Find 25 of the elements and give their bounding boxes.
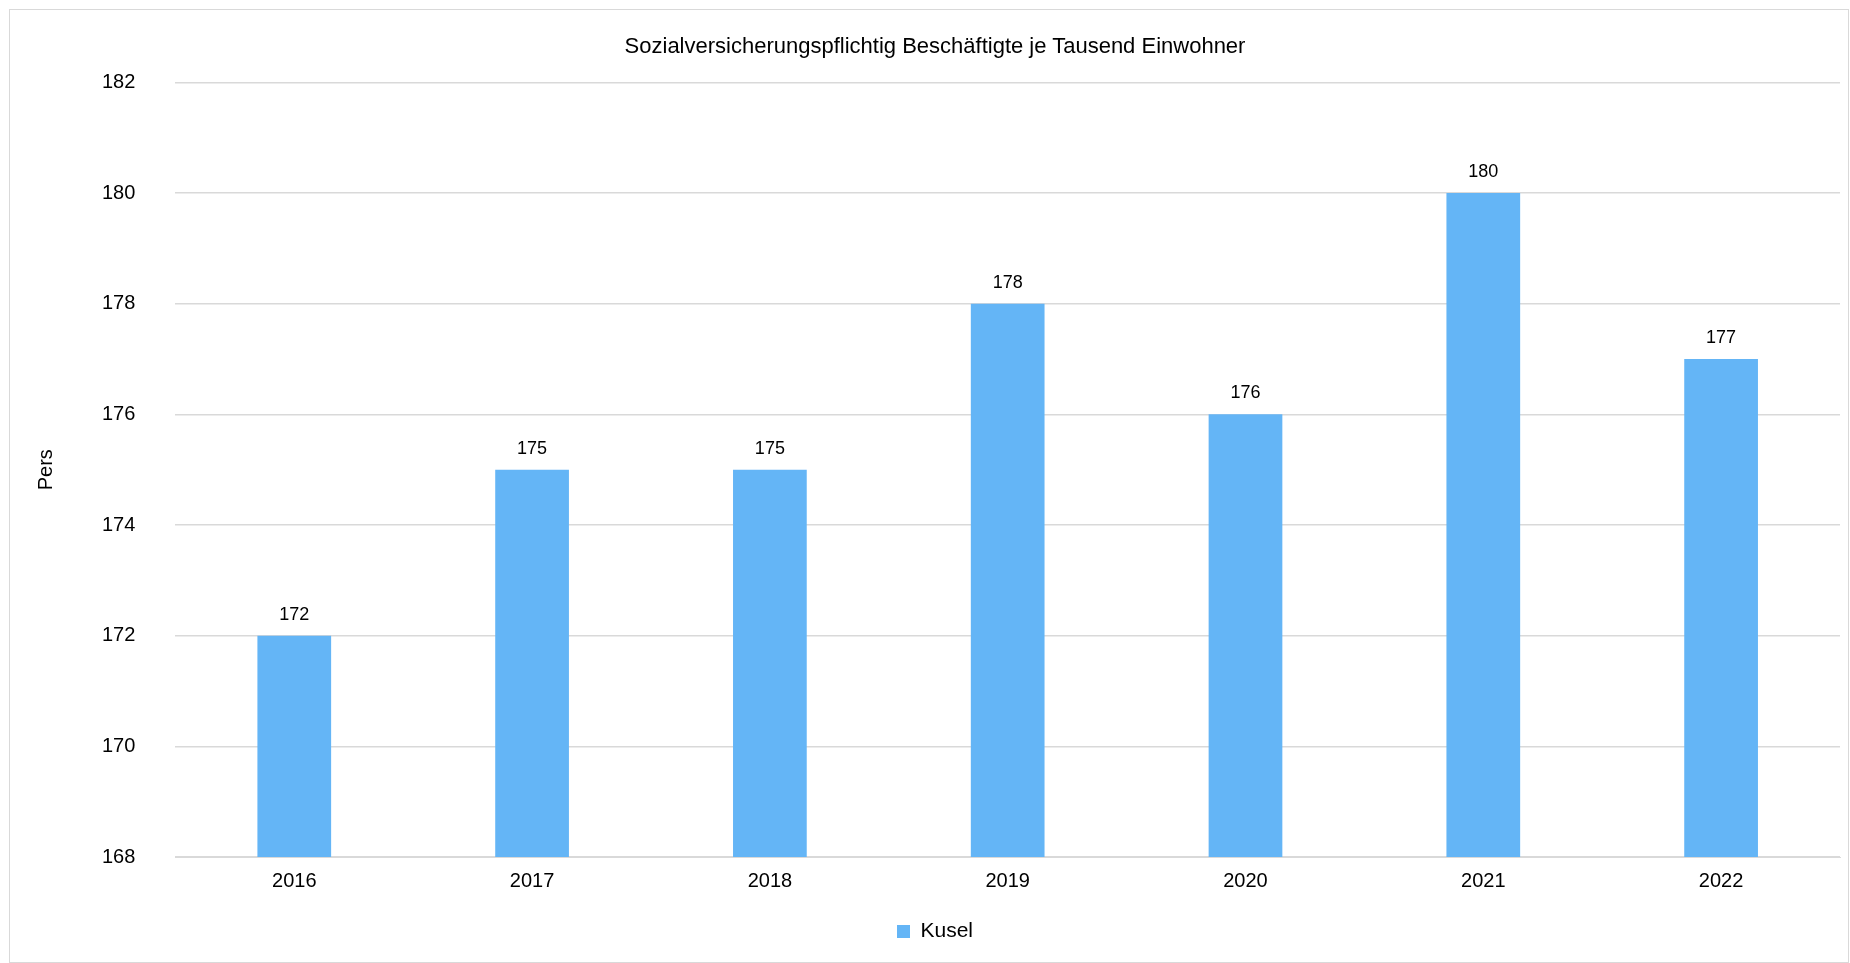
y-tick-label: 174 <box>101 512 136 535</box>
x-tick-label: 2020 <box>1223 868 1268 891</box>
y-tick-label: 170 <box>101 733 136 756</box>
y-tick-label: 172 <box>101 623 136 646</box>
y-tick-label: 182 <box>101 69 136 92</box>
y-axis-title: Pers <box>33 449 56 491</box>
y-tick-label: 180 <box>101 180 136 203</box>
y-tick-label: 178 <box>101 291 136 314</box>
x-tick-label: 2022 <box>1698 868 1744 891</box>
data-label: 175 <box>517 437 548 458</box>
y-tick-label: 168 <box>101 844 136 867</box>
data-label: 176 <box>1230 382 1261 403</box>
x-tick-label: 2017 <box>509 868 555 891</box>
x-tick-label: 2016 <box>272 868 317 891</box>
y-tick-label: 176 <box>101 401 136 424</box>
data-label: 178 <box>992 271 1023 292</box>
x-tick-label: 2021 <box>1461 868 1506 891</box>
data-label: 177 <box>1706 327 1737 348</box>
chart-title: Sozialversicherungspflichtig Beschäftigte je Tausend Einwohner <box>624 33 1246 59</box>
data-label: 172 <box>279 603 310 624</box>
x-tick-label: 2018 <box>747 868 793 891</box>
data-label: 175 <box>754 437 785 458</box>
data-label: 180 <box>1468 161 1499 182</box>
x-tick-label: 2019 <box>985 868 1030 891</box>
legend-label: Kusel <box>920 918 974 942</box>
